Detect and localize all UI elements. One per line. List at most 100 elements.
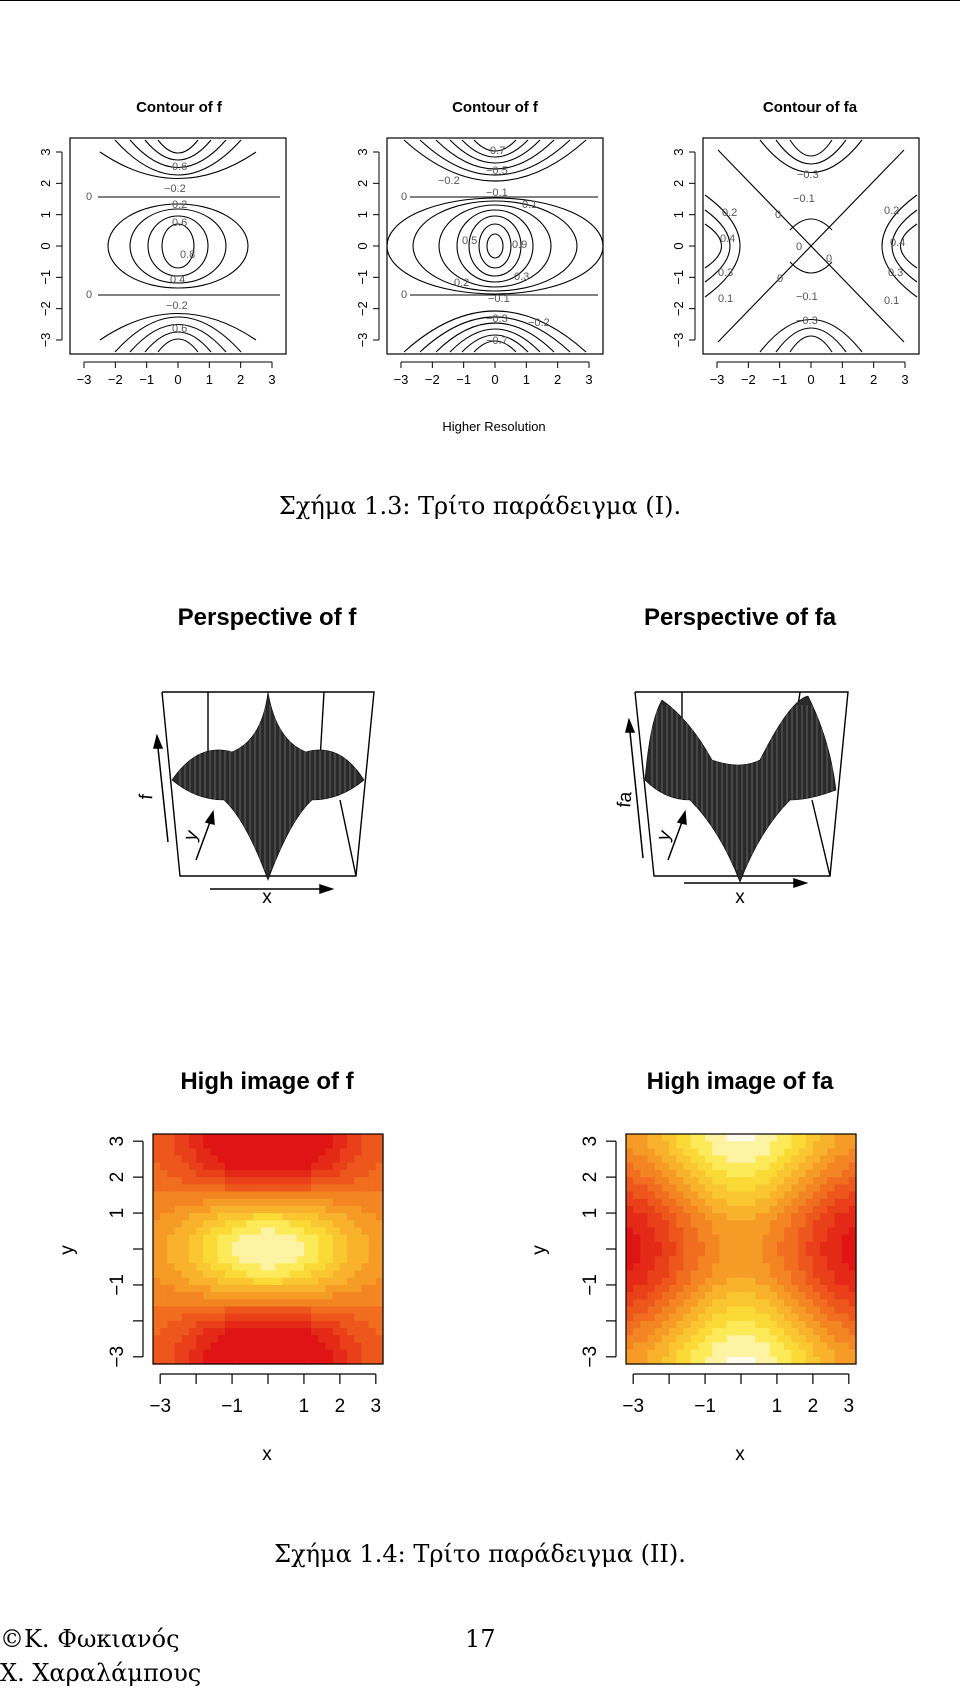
heat-cell [253,1227,262,1236]
heat-cell [174,1320,183,1329]
heat-cell [654,1320,663,1329]
clabel: 0.3 [888,267,903,279]
heat-cell [776,1292,785,1300]
heat-cell [260,1249,269,1257]
heat-cell [791,1184,800,1193]
heat-cell [812,1134,821,1142]
heat-cell [661,1184,670,1193]
heat-cell [798,1299,807,1308]
heat-cell [841,1349,850,1358]
heat-cell [232,1256,240,1264]
heat-cell [339,1356,348,1365]
contour-panel-fa: Contour of fa −0.3 −0.1 0.2 0 0.4 [702,99,920,355]
heat-cell [239,1277,248,1286]
heat-cell [224,1234,233,1243]
x-tick-label: 1 [523,372,530,387]
heat-cell [160,1342,168,1351]
heat-cell [827,1220,836,1229]
y-tick-label: 2 [355,180,370,187]
heat-cell [217,1349,226,1358]
heat-cell [741,1162,749,1171]
heat-cell [741,1198,749,1207]
heat-cell [798,1277,807,1286]
heat-cell [827,1335,836,1344]
heat-cell [705,1234,713,1243]
heat-cell [260,1184,269,1193]
heat-cell [633,1292,641,1300]
heat-cell [669,1270,677,1279]
heat-cell [268,1162,276,1171]
heat-cell [318,1148,327,1157]
heat-cell [246,1349,255,1358]
heat-cell [755,1270,764,1279]
heat-cell [669,1148,677,1157]
y-tick-label: −3 [38,333,53,348]
heat-cell [260,1134,269,1142]
heat-cell [755,1313,764,1322]
x-tick-label: 0 [174,372,181,387]
heat-cell [827,1277,836,1286]
heat-cell [805,1356,814,1365]
heat-cell [260,1320,269,1329]
heat-cell [626,1220,634,1229]
heat-cell [339,1177,348,1185]
contour-panel-f-2: Contour of f 0.7 −0.5 [386,99,604,355]
heat-cell [289,1349,298,1358]
heat-cell [712,1342,721,1351]
heat-cell [174,1198,183,1207]
heat-cell [311,1270,319,1279]
heat-cell [633,1241,641,1250]
clabel: 0 [826,253,832,265]
heat-cell [239,1270,248,1279]
heat-cell [733,1177,742,1185]
heat-cell [676,1177,685,1185]
heat-cell [647,1292,656,1300]
heat-cell [246,1256,255,1264]
clabel: 0 [401,191,407,203]
heat-cell [812,1220,821,1229]
clabel: −0.2 [438,175,460,187]
heat-cell [167,1306,176,1315]
heat-cell [640,1155,649,1164]
heat-cell [167,1270,176,1279]
heat-cell [820,1349,828,1358]
heat-cell [375,1299,384,1308]
heat-cell [798,1241,807,1250]
heat-cell [347,1177,355,1185]
heat-cell [812,1270,821,1279]
heat-cell [647,1220,656,1229]
heat-cell [669,1263,677,1272]
heat-cell [268,1306,276,1315]
clabel: −0.1 [488,293,510,305]
heat-cell [841,1335,850,1344]
heat-cell [289,1184,298,1193]
heat-cell [332,1241,341,1250]
heat-cell [654,1263,663,1272]
heat-cell [741,1220,749,1229]
heat-cell [769,1148,778,1157]
heat-cell [683,1342,692,1351]
heat-cell [633,1356,641,1365]
heat-cell [748,1227,756,1236]
heat-cell [253,1198,262,1207]
heat-cell [834,1134,843,1142]
clabel: −0.7 [486,335,508,347]
heat-cell [776,1205,785,1214]
heat-cell [339,1220,348,1229]
heat-cell [217,1270,226,1279]
heat-cell [733,1299,742,1308]
heat-cell [640,1256,649,1264]
heat-cell [232,1227,240,1236]
heat-cell [246,1177,255,1185]
heat-cell [332,1148,341,1157]
heat-cell [776,1320,785,1329]
heat-cell [203,1342,212,1351]
y-tick-label: 2 [107,1172,128,1183]
heat-cell [690,1241,699,1250]
heat-cell [181,1320,190,1329]
heat-cell [848,1134,857,1142]
heat-cell [676,1184,685,1193]
heat-cell [755,1306,764,1315]
heat-cell [697,1191,706,1200]
